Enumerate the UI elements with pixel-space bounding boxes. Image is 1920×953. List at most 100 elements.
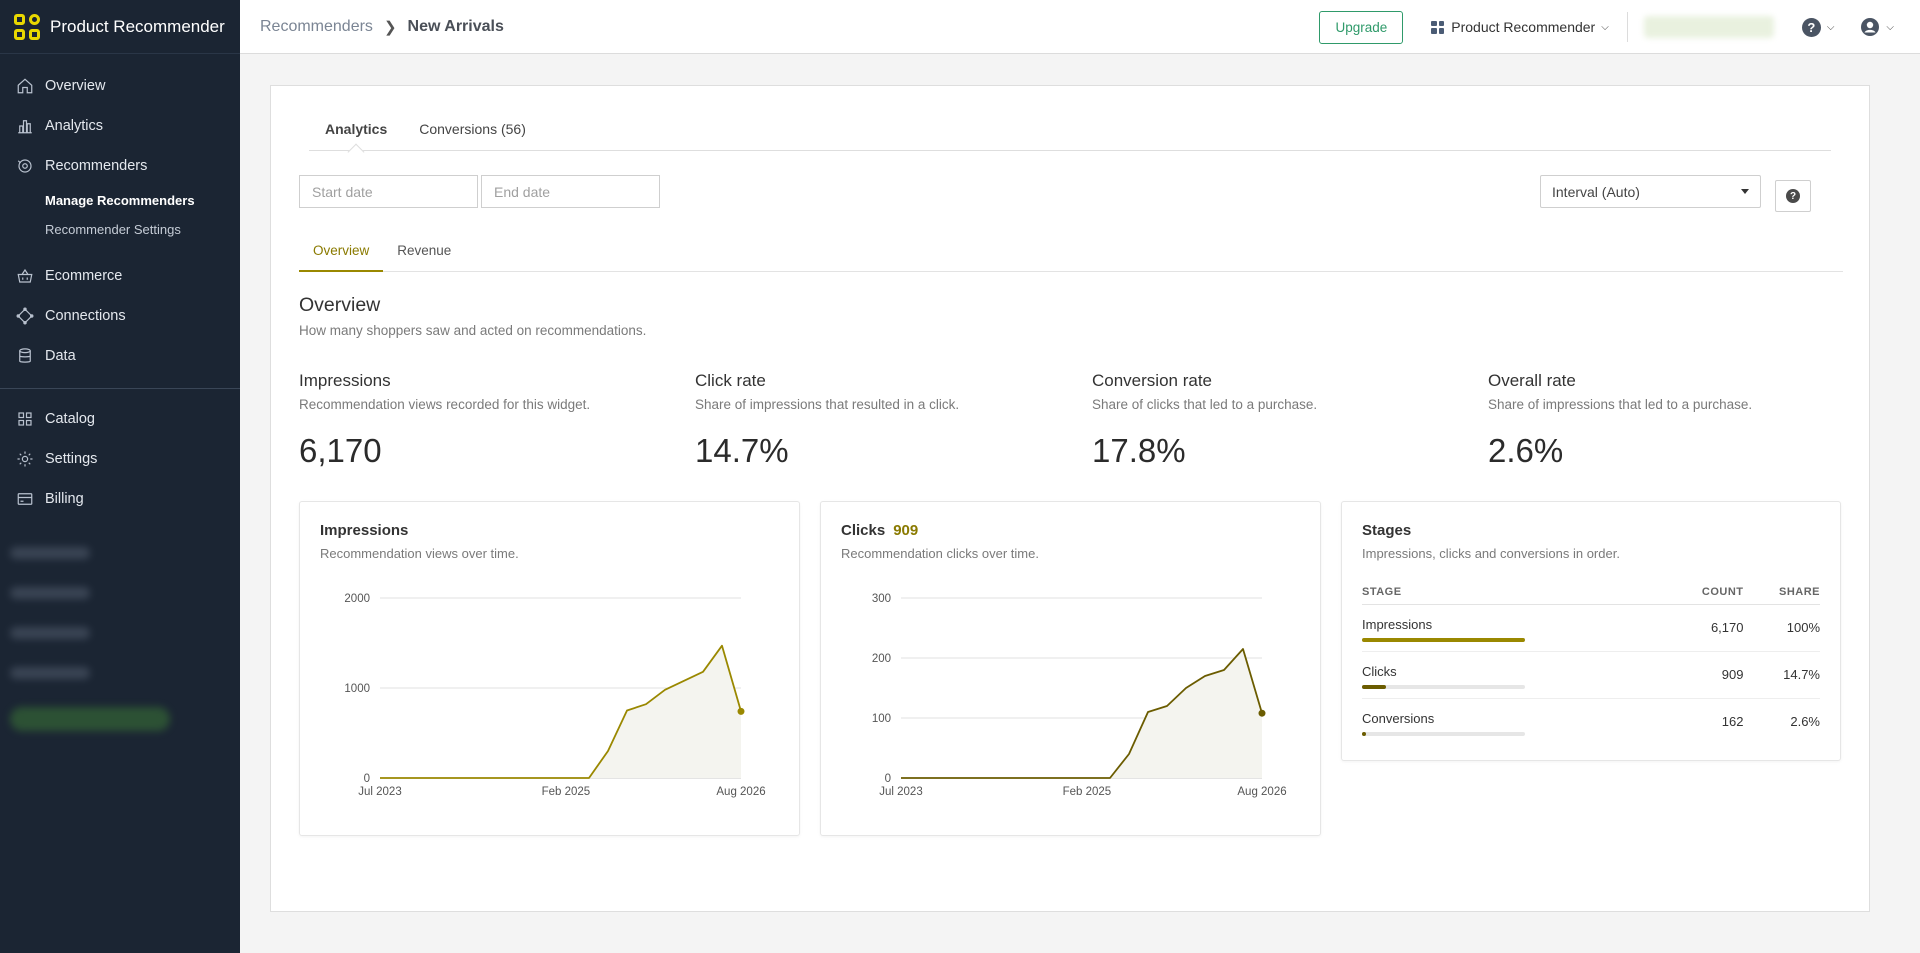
- sidebar-item-connections[interactable]: Connections: [0, 296, 240, 336]
- sidebar-item-recommenders[interactable]: Recommenders: [0, 146, 240, 186]
- impressions-chart-panel: 0 1000 2000 Jul 2023 Feb 2025 Aug 2026 Impres…: [299, 501, 800, 836]
- kpi-impressions: Impressions Recommendation views recorde…: [299, 371, 679, 470]
- stages-panel: Stages Impressions, clicks and conversio…: [1341, 501, 1841, 761]
- tab-conversions[interactable]: Conversions (56): [419, 120, 526, 137]
- kpi-value: 17.8%: [1092, 432, 1186, 469]
- breadcrumb-parent[interactable]: Recommenders: [260, 17, 373, 35]
- stage-progress-fill: [1362, 732, 1367, 737]
- sidebar-sub-recommender-settings[interactable]: Recommender Settings: [45, 222, 181, 237]
- topbar-right: Upgrade Product Recommender ⌵ ? ⌵ ⌵: [1319, 0, 1920, 54]
- sidebar-item-label: Ecommerce: [45, 268, 123, 284]
- table-row: Conversions 162 2.6%: [1362, 698, 1820, 745]
- help-icon: ?: [1786, 189, 1800, 203]
- logo-icon: [14, 13, 40, 40]
- app-switcher[interactable]: Product Recommender ⌵: [1431, 19, 1609, 35]
- stage-progress-bar: [1362, 732, 1525, 737]
- chart-series-line: [901, 648, 1263, 779]
- app-switcher-label: Product Recommender: [1451, 19, 1596, 35]
- column-header-stage: STAGE: [1362, 580, 1666, 605]
- sidebar-item-label: Connections: [45, 308, 126, 324]
- panel-title: Clicks 909: [841, 522, 918, 539]
- breadcrumb: Recommenders ❯ New Arrivals: [240, 18, 504, 36]
- clicks-chart-panel: 0 100 200 300 Jul 2023 Feb 2025 Aug 2026 Click…: [820, 501, 1321, 836]
- panel-title: Stages: [1362, 522, 1412, 539]
- connections-icon: [16, 307, 34, 325]
- sidebar-item-label: Billing: [45, 491, 84, 507]
- kpi-label: Conversion rate: [1092, 371, 1213, 390]
- sidebar-item-label: Analytics: [45, 118, 104, 134]
- column-header-count: COUNT: [1665, 580, 1744, 605]
- tab-analytics[interactable]: Analytics: [309, 106, 403, 151]
- sidebar-item-billing[interactable]: Billing: [0, 479, 240, 519]
- stage-progress-fill: [1362, 685, 1386, 689]
- sidebar-item-label: Data: [45, 348, 76, 364]
- chevron-down-icon: ⌵: [1886, 21, 1894, 33]
- chart-area-fill: [901, 649, 1262, 778]
- stage-share: 2.6%: [1790, 714, 1820, 730]
- y-tick-label: 100: [872, 713, 891, 725]
- stages-table: STAGE COUNT SHARE Impressions 6,170 100% Cl…: [1362, 580, 1820, 745]
- stage-cell: Impressions: [1362, 604, 1666, 652]
- card-icon: [17, 493, 33, 505]
- panel-description: Recommendation clicks over time.: [841, 546, 1039, 561]
- x-tick-label: Jul 2023: [358, 786, 401, 798]
- stage-name: Clicks: [1362, 664, 1397, 679]
- chart-data-point: [737, 707, 745, 715]
- subtab-overview[interactable]: Overview: [299, 239, 384, 272]
- chevron-right-icon: ❯: [383, 18, 397, 36]
- help-button[interactable]: ?: [1775, 180, 1811, 212]
- kpi-value: 2.6%: [1488, 432, 1564, 469]
- table-row: Clicks 909 14.7%: [1362, 651, 1820, 699]
- caret-down-icon: [1741, 189, 1749, 194]
- sidebar: Product Recommender Overview Analytics R…: [0, 0, 240, 953]
- sidebar-item-ecommerce[interactable]: Ecommerce: [0, 256, 240, 296]
- sidebar-item-label: Overview: [45, 78, 106, 94]
- stage-progress-bar: [1362, 685, 1525, 689]
- sub-tabs: Overview Revenue: [299, 239, 1843, 272]
- subtab-revenue[interactable]: Revenue: [397, 243, 452, 258]
- clicks-total: 909: [893, 522, 919, 539]
- stage-name: Impressions: [1362, 617, 1433, 632]
- brand[interactable]: Product Recommender: [0, 0, 240, 54]
- account-name-blurred: [1643, 16, 1774, 38]
- kpi-value: 14.7%: [695, 432, 789, 469]
- sidebar-item-analytics[interactable]: Analytics: [0, 106, 240, 146]
- sidebar-item-catalog[interactable]: Catalog: [0, 399, 240, 439]
- kpi-value: 6,170: [299, 432, 382, 469]
- x-tick-label: Feb 2025: [1063, 786, 1112, 798]
- sidebar-divider: [0, 388, 240, 389]
- y-tick-label: 0: [885, 773, 891, 785]
- kpi-overall-rate: Overall rate Share of impressions that l…: [1488, 371, 1868, 470]
- user-menu[interactable]: ⌵: [1860, 17, 1894, 37]
- kpi-label: Overall rate: [1488, 371, 1576, 390]
- start-date-input[interactable]: [299, 175, 478, 208]
- interval-select-value: Interval (Auto): [1552, 183, 1640, 200]
- sidebar-item-data[interactable]: Data: [0, 336, 240, 376]
- panel-description: Impressions, clicks and conversions in o…: [1362, 546, 1620, 561]
- blurred-sidebar-content: [0, 547, 240, 731]
- kpi-description: Share of impressions that resulted in a …: [695, 397, 960, 412]
- sidebar-item-settings[interactable]: Settings: [0, 439, 240, 479]
- stage-cell: Conversions: [1362, 698, 1666, 745]
- kpi-conversion-rate: Conversion rate Share of clicks that led…: [1092, 371, 1472, 470]
- topbar: Recommenders ❯ New Arrivals Upgrade Prod…: [240, 0, 1920, 54]
- stage-share: 100%: [1743, 604, 1820, 652]
- chart-area-fill: [380, 645, 741, 778]
- end-date-input[interactable]: [481, 175, 660, 208]
- sidebar-sub-manage-recommenders[interactable]: Manage Recommenders: [45, 193, 195, 208]
- breadcrumb-current: New Arrivals: [407, 17, 504, 35]
- upgrade-button[interactable]: Upgrade: [1319, 10, 1404, 44]
- clicks-chart: 0 100 200 300 Jul 2023 Feb 2025 Aug 2026: [872, 593, 1287, 798]
- stage-count: 6,170: [1665, 604, 1744, 652]
- x-tick-label: Aug 2026: [1237, 786, 1286, 798]
- sidebar-item-overview[interactable]: Overview: [0, 66, 240, 106]
- help-icon: ?: [1801, 17, 1821, 37]
- sidebar-item-label: Settings: [45, 451, 98, 467]
- help-menu[interactable]: ? ⌵: [1801, 17, 1834, 37]
- grid-icon: [18, 412, 32, 426]
- x-tick-label: Feb 2025: [542, 786, 591, 798]
- x-tick-label: Jul 2023: [879, 786, 922, 798]
- bar-chart-icon: [18, 120, 32, 134]
- main-tabs: Analytics Conversions (56): [309, 106, 1831, 151]
- interval-select[interactable]: Interval (Auto): [1540, 175, 1761, 208]
